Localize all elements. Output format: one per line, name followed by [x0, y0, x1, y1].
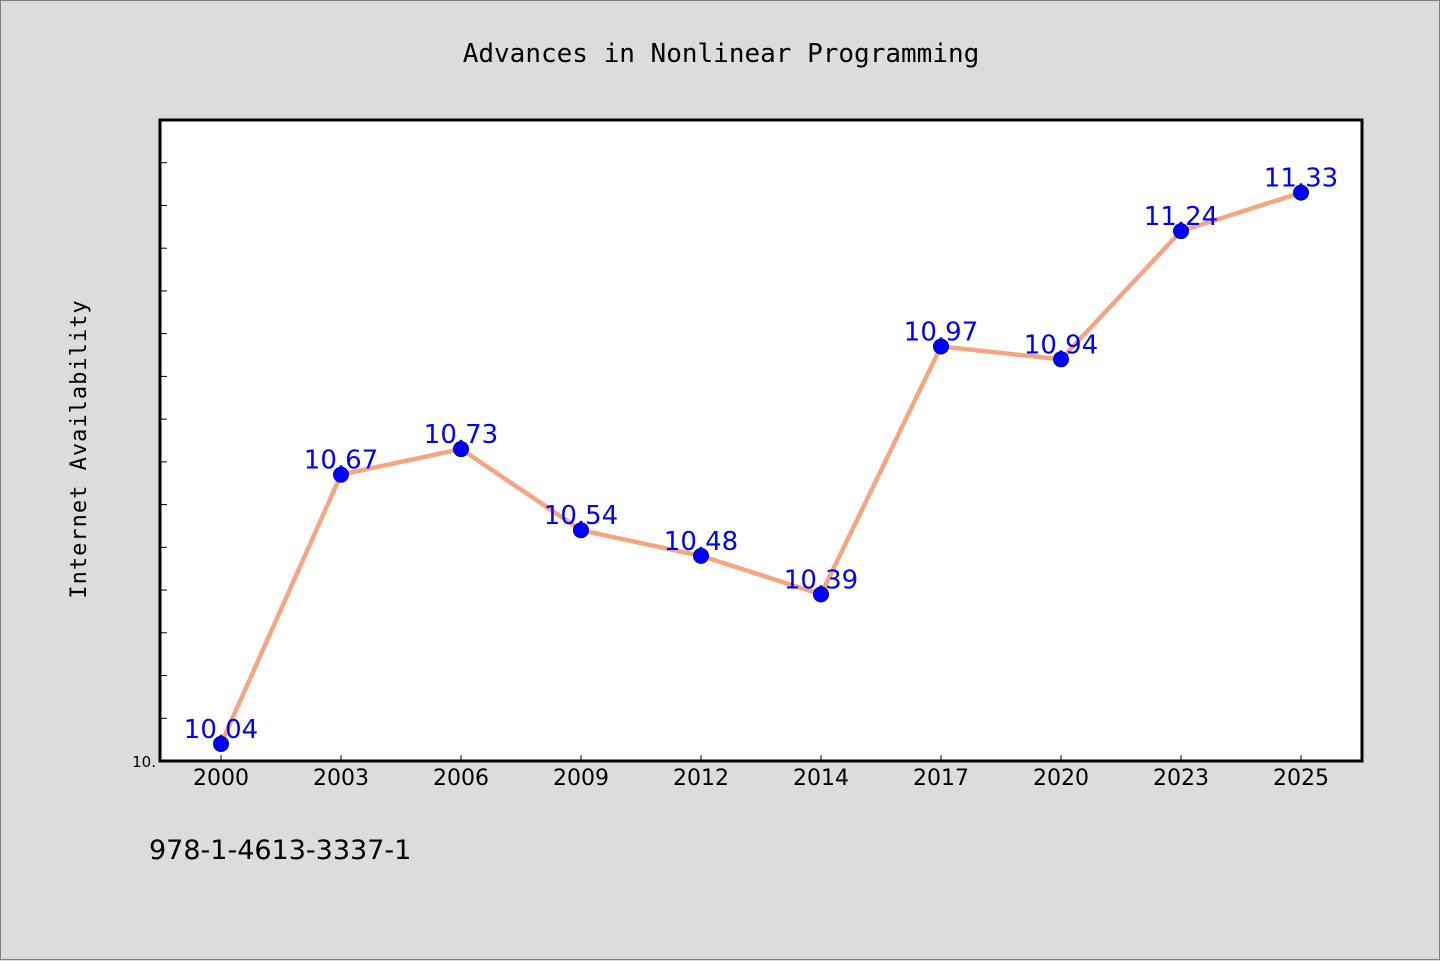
data-point — [813, 586, 829, 603]
x-tick-label: 2012 — [673, 766, 729, 791]
x-tick-label: 2009 — [553, 766, 609, 791]
data-label: 10.04 — [184, 715, 258, 745]
x-tick-label: 2020 — [1033, 766, 1089, 791]
series-line — [218, 190, 1304, 747]
data-point — [693, 547, 709, 564]
y-axis-label: Internet Availability — [67, 299, 92, 598]
x-tick-label: 2017 — [913, 766, 969, 791]
data-label: 10.39 — [784, 565, 858, 595]
chart-title: Advances in Nonlinear Programming — [463, 39, 980, 69]
x-tick-label: 2000 — [193, 766, 249, 791]
data-label: 11.24 — [1144, 202, 1218, 232]
data-point — [933, 338, 949, 355]
data-label: 10.54 — [544, 501, 618, 531]
series-layer: 10.04 10.67 10.73 10.54 10.48 10.39 10.97 10.94… — [184, 164, 1338, 752]
data-point — [1173, 223, 1189, 240]
x-axis-ticks: 2000 2003 2006 2009 2012 2014 2017 2020 2023 2025 — [193, 755, 1329, 791]
data-point — [573, 522, 589, 539]
data-label: 11.33 — [1264, 164, 1338, 194]
x-tick-label: 2003 — [313, 766, 369, 791]
plot-area — [158, 118, 1364, 763]
data-label: 10.67 — [304, 446, 378, 476]
data-label: 10.73 — [424, 420, 498, 450]
x-tick-label: 2006 — [433, 766, 489, 791]
data-point — [333, 466, 349, 483]
y-axis-ticks — [160, 162, 167, 719]
data-label: 10.97 — [904, 317, 978, 347]
x-tick-label: 2014 — [793, 766, 849, 791]
x-tick-label: 2023 — [1153, 766, 1209, 791]
data-label: 10.94 — [1024, 330, 1098, 360]
data-point — [453, 441, 469, 458]
data-point — [213, 735, 229, 752]
y-tick-label: 10. — [132, 753, 156, 771]
data-label: 10.48 — [664, 527, 738, 557]
data-point — [1293, 184, 1309, 201]
data-point — [1053, 351, 1069, 368]
isbn-text: 978-1-4613-3337-1 — [149, 835, 412, 866]
x-tick-label: 2025 — [1273, 766, 1329, 791]
